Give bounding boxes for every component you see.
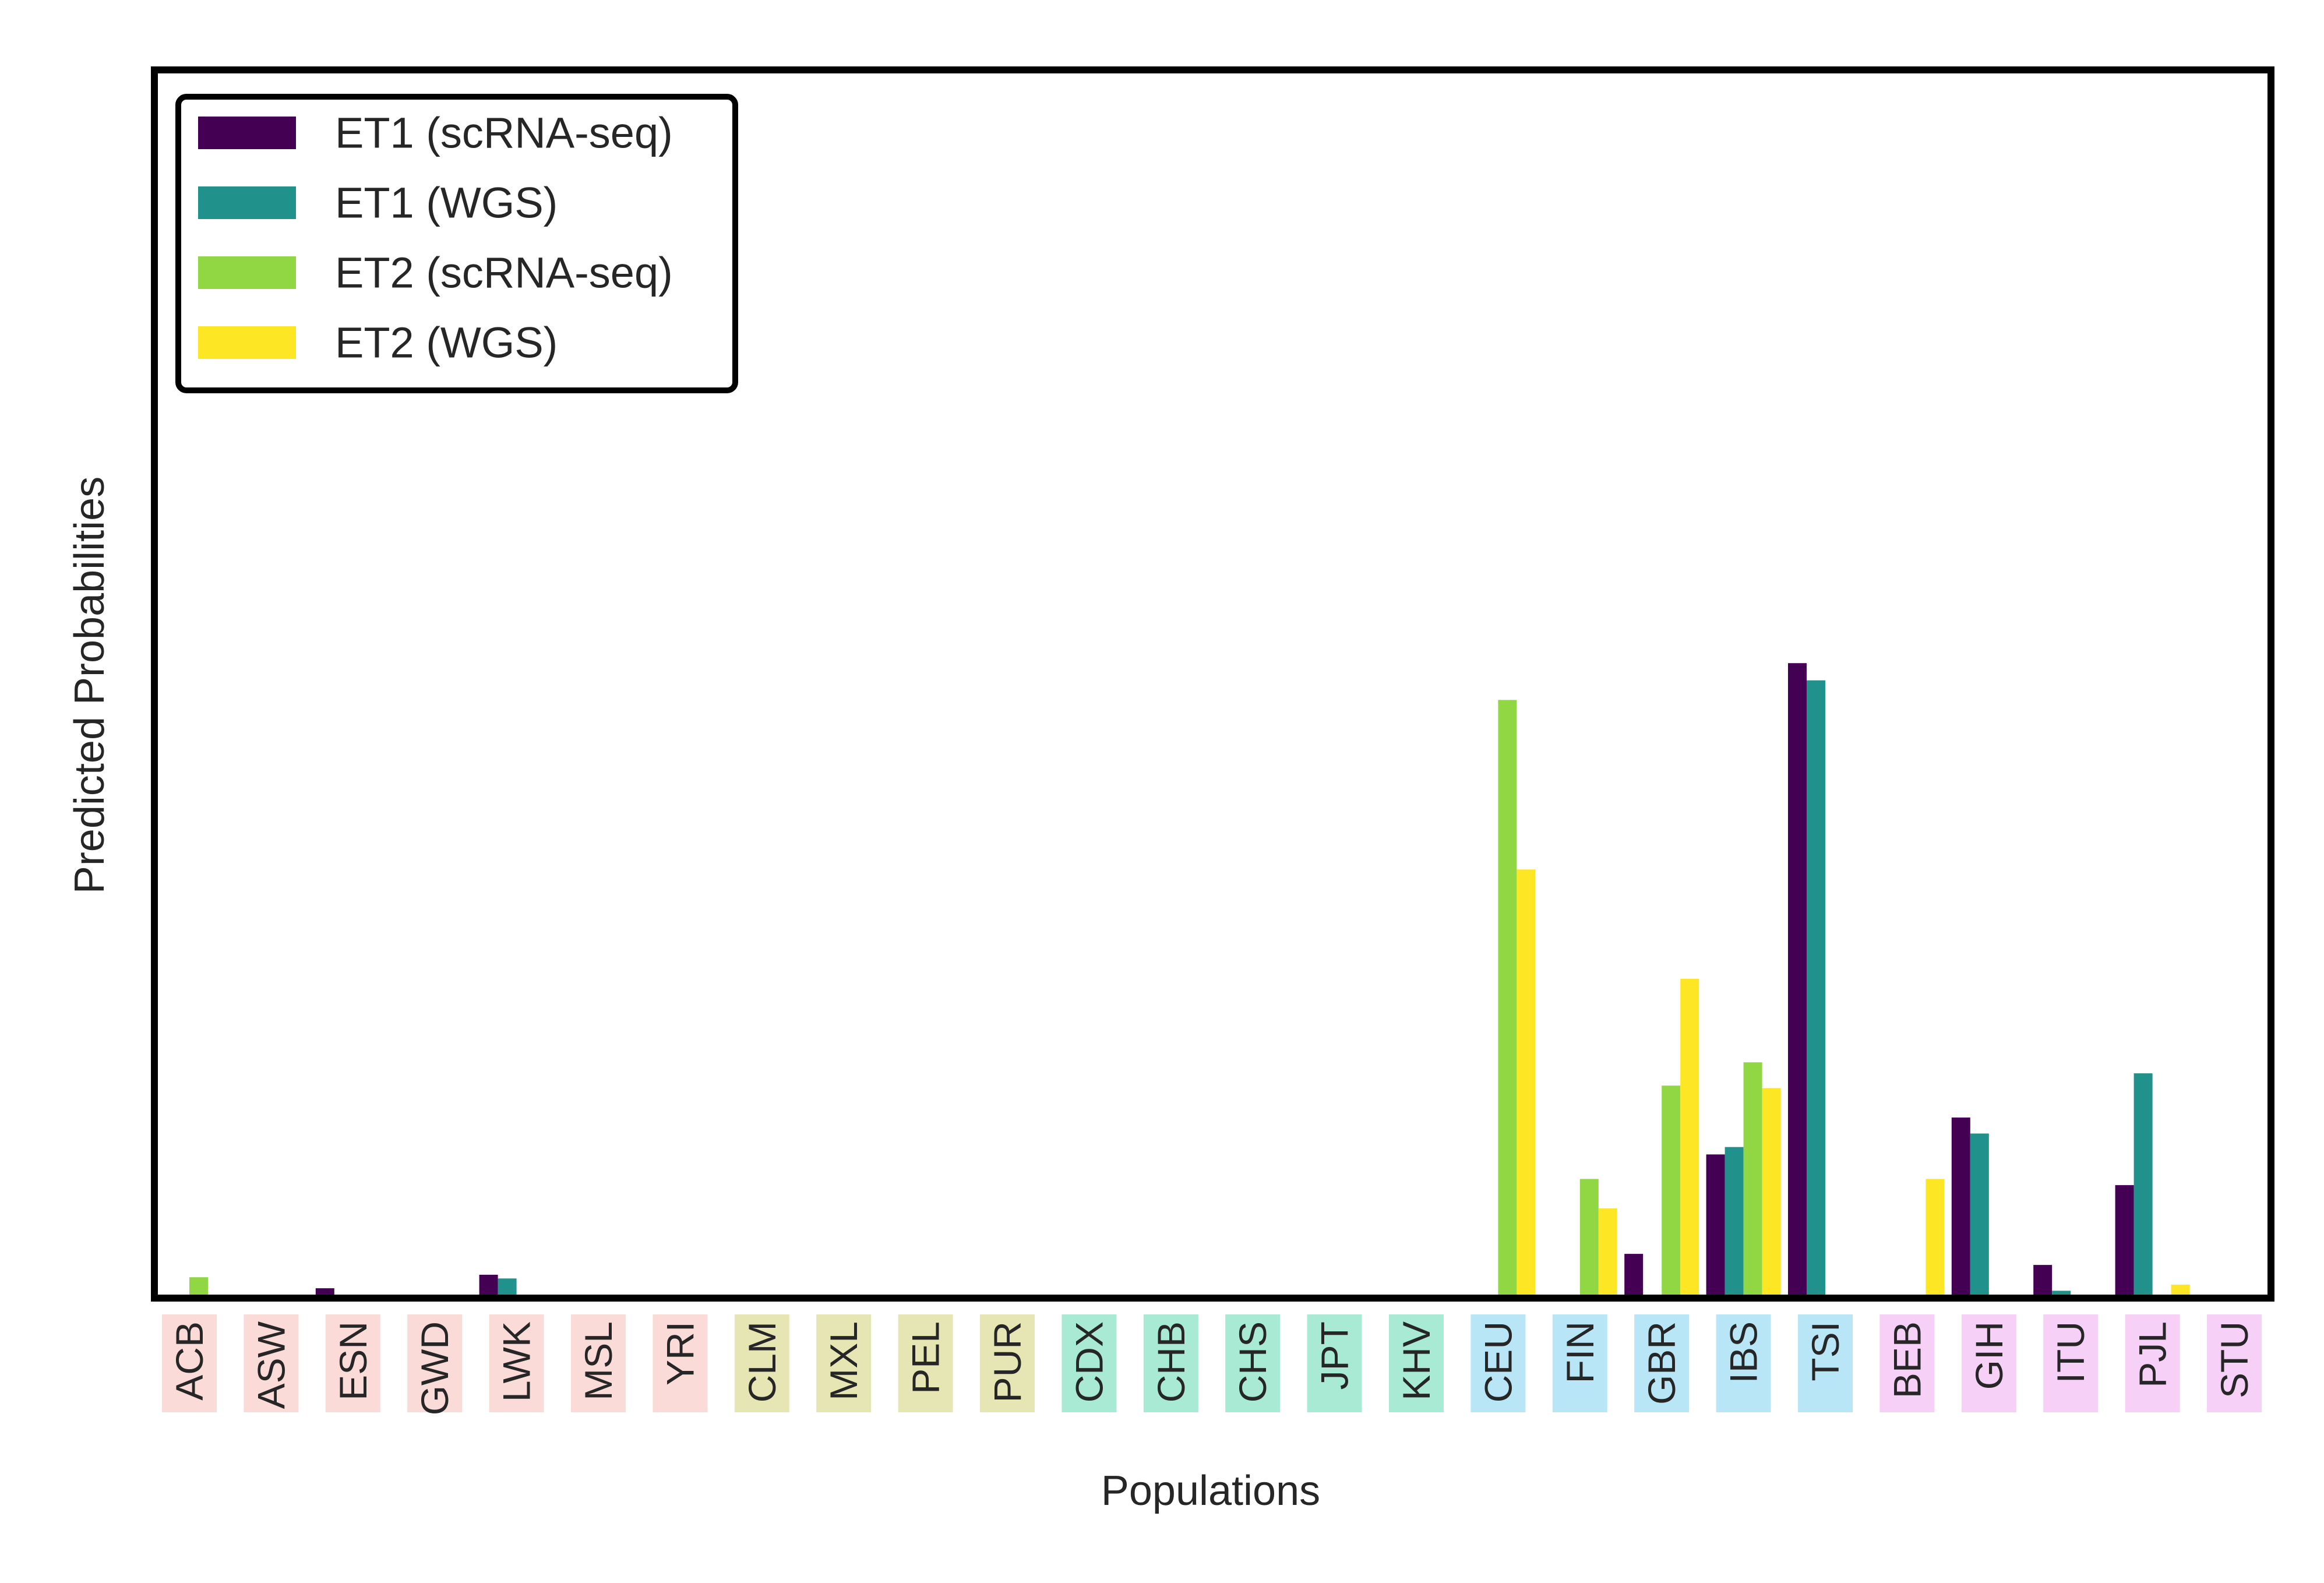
- x-tick-label-stu: STU: [2213, 1321, 2256, 1398]
- x-tick-label-beb: BEB: [1885, 1321, 1928, 1398]
- x-tick-label-lwk: LWK: [495, 1321, 538, 1402]
- tick-label-background: [244, 1314, 299, 1412]
- bar-ceu-4: [1517, 869, 1536, 1298]
- tick-label-background: [1143, 1314, 1198, 1412]
- legend-label: ET1 (WGS): [335, 179, 558, 227]
- x-tick-label-cdx: CDX: [1067, 1321, 1110, 1402]
- tick-label-background: [816, 1314, 872, 1412]
- plot-frame: [151, 66, 2274, 1302]
- bars: [189, 663, 2190, 1298]
- bar-ibs-2: [1725, 1147, 1744, 1298]
- bar-ibs-4: [1762, 1088, 1781, 1298]
- legend-swatch: [198, 117, 296, 149]
- tick-label-background: [734, 1314, 789, 1412]
- x-tick-label-gbr: GBR: [1640, 1321, 1683, 1405]
- tick-label-background: [1961, 1314, 2016, 1412]
- x-tick-label-acb: ACB: [168, 1321, 211, 1401]
- bar-fin-3: [1579, 1179, 1599, 1298]
- tick-label-background: [1798, 1314, 1853, 1412]
- x-axis-label: Populations: [1101, 1468, 1320, 1514]
- tick-label-background: [1716, 1314, 1771, 1412]
- x-tick-label-mxl: MXL: [822, 1321, 865, 1401]
- x-tick-label-chs: CHS: [1231, 1321, 1274, 1402]
- tick-label-background: [2125, 1314, 2180, 1412]
- tick-label-background: [1307, 1314, 1362, 1412]
- legend-swatch: [198, 256, 296, 289]
- bar-pjl-2: [2133, 1073, 2153, 1298]
- tick-label-background: [1470, 1314, 1526, 1412]
- x-tick-label-jpt: JPT: [1313, 1321, 1356, 1390]
- x-tick-label-fin: FIN: [1558, 1321, 1602, 1383]
- bar-gih-1: [1951, 1117, 1970, 1298]
- tick-label-background: [1552, 1314, 1607, 1412]
- tick-label-background: [1225, 1314, 1281, 1412]
- x-tick-label-gwd: GWD: [413, 1321, 456, 1415]
- x-tick-label-asw: ASW: [249, 1321, 292, 1409]
- bar-gbr-3: [1662, 1085, 1681, 1298]
- x-tick-label-pur: PUR: [986, 1321, 1029, 1402]
- bar-itu-1: [2033, 1265, 2053, 1298]
- x-tick-label-yri: YRI: [658, 1321, 701, 1385]
- legend-label: ET2 (scRNA-seq): [335, 249, 673, 297]
- tick-label-background: [162, 1314, 217, 1412]
- x-tick-label-tsi: TSI: [1804, 1321, 1847, 1381]
- x-tick-label-esn: ESN: [332, 1321, 375, 1401]
- tick-label-background: [325, 1314, 380, 1412]
- bar-gih-2: [1970, 1133, 1989, 1298]
- x-tick-labels: ACB ASW ESN GWD LWK MSL YRI CLM MXL PEL PUR CDX CHB C…: [162, 1314, 2262, 1415]
- legend: ET1 (scRNA-seq) ET1 (WGS) ET2 (scRNA-seq) E…: [175, 94, 738, 393]
- bar-gbr-4: [1680, 978, 1699, 1298]
- x-tick-label-clm: CLM: [740, 1321, 784, 1402]
- tick-label-background: [1062, 1314, 1117, 1412]
- bar-beb-4: [1926, 1179, 1945, 1298]
- legend-swatch: [198, 186, 296, 219]
- bar-ibs-1: [1706, 1154, 1725, 1298]
- bar-ibs-3: [1743, 1062, 1762, 1298]
- x-tick-label-chb: CHB: [1149, 1321, 1193, 1402]
- tick-label-background: [653, 1314, 708, 1412]
- x-tick-label-gih: GIH: [1967, 1321, 2011, 1390]
- tick-label-background: [571, 1314, 626, 1412]
- x-tick-label-ibs: IBS: [1722, 1321, 1765, 1383]
- bar-fin-4: [1598, 1208, 1617, 1298]
- x-tick-label-msl: MSL: [577, 1321, 620, 1401]
- tick-label-background: [489, 1314, 544, 1412]
- bar-lwk-1: [479, 1274, 498, 1298]
- bar-gbr-1: [1624, 1254, 1644, 1298]
- bar-ceu-3: [1498, 700, 1517, 1298]
- bar-pjl-1: [2115, 1185, 2134, 1298]
- tick-label-background: [1634, 1314, 1690, 1412]
- x-tick-label-ceu: CEU: [1476, 1321, 1519, 1402]
- legend-label: ET1 (scRNA-seq): [335, 109, 673, 157]
- x-tick-label-pjl: PJL: [2131, 1321, 2174, 1388]
- tick-label-background: [1879, 1314, 1935, 1412]
- legend-frame: [175, 94, 738, 393]
- tick-label-background: [1389, 1314, 1444, 1412]
- tick-label-background: [2207, 1314, 2262, 1412]
- tick-label-background: [898, 1314, 953, 1412]
- tick-label-background: [2043, 1314, 2099, 1412]
- bar-tsi-1: [1788, 663, 1807, 1298]
- legend-label: ET2 (WGS): [335, 319, 558, 367]
- y-axis-label: Predicted Probabilities: [66, 477, 113, 894]
- bar-tsi-2: [1807, 680, 1825, 1298]
- x-tick-label-itu: ITU: [2049, 1321, 2092, 1383]
- x-tick-label-pel: PEL: [904, 1321, 947, 1394]
- tick-label-background: [980, 1314, 1035, 1412]
- tick-label-background: [407, 1314, 463, 1412]
- legend-swatch: [198, 326, 296, 359]
- x-tick-label-khv: KHV: [1395, 1321, 1438, 1401]
